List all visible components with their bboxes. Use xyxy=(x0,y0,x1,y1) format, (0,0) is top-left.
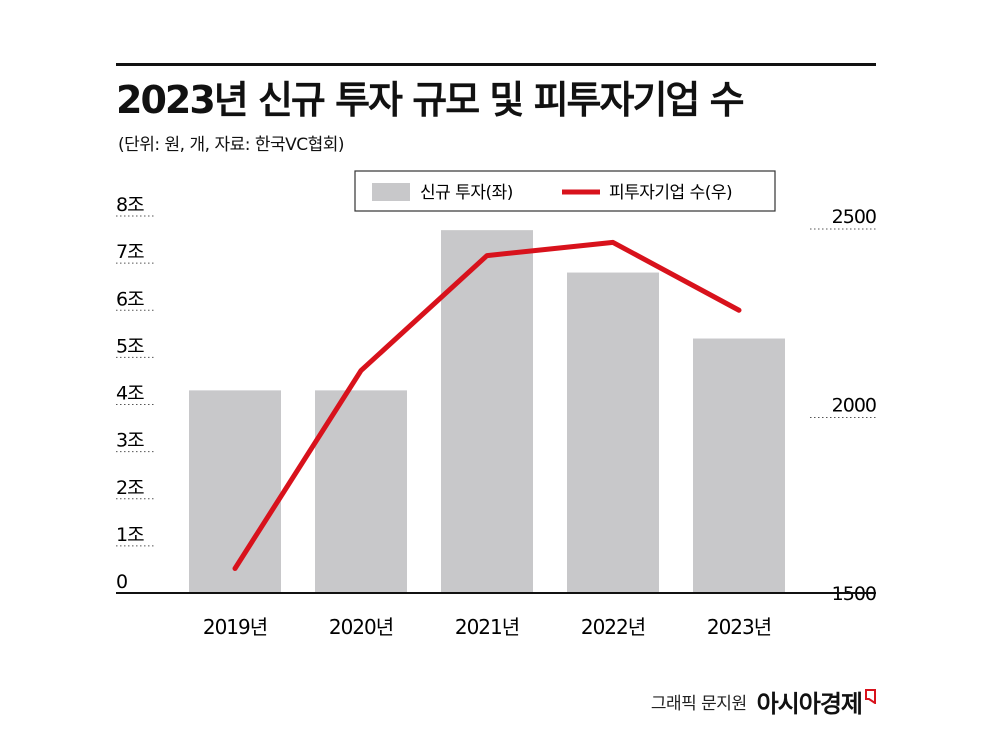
legend-label-line: 피투자기업 수(우) xyxy=(609,183,732,203)
top-rule xyxy=(116,63,876,66)
x-tick-label: 2022년 xyxy=(581,615,645,639)
bar-2021년 xyxy=(441,230,533,593)
left-axis: 0 1조 2조 3조 4조 5조 6조 7조 8조 xyxy=(116,194,156,593)
x-tick-label: 2021년 xyxy=(455,615,519,639)
left-tick-label: 1조 xyxy=(116,524,144,546)
left-tick-label: 0 xyxy=(116,571,127,593)
left-tick-label: 2조 xyxy=(116,477,144,499)
legend: 신규 투자(좌) 피투자기업 수(우) xyxy=(354,170,776,212)
right-tick-label: 2000 xyxy=(832,395,876,417)
left-tick-label: 7조 xyxy=(116,241,144,263)
left-tick-label: 3조 xyxy=(116,430,144,452)
brand-mark-icon xyxy=(865,689,876,704)
legend-bar-swatch xyxy=(372,183,410,201)
left-tick-label: 4조 xyxy=(116,383,144,405)
bars xyxy=(189,230,785,593)
x-tick-label: 2020년 xyxy=(329,615,393,639)
x-tick-label: 2023년 xyxy=(707,615,771,639)
line-series xyxy=(232,239,742,571)
left-tick-label: 8조 xyxy=(116,194,144,216)
bar-2022년 xyxy=(567,272,659,593)
chart-subtitle: (단위: 원, 개, 자료: 한국VC협회) xyxy=(118,135,345,155)
credit-text: 그래픽 문지원 xyxy=(650,694,747,714)
chart-title: 2023년 신규 투자 규모 및 피투자기업 수 xyxy=(116,78,745,122)
right-tick-label: 2500 xyxy=(832,206,876,228)
legend-label-bar: 신규 투자(좌) xyxy=(420,183,513,203)
x-axis-labels: 2019년 2020년 2021년 2022년 2023년 xyxy=(203,615,772,639)
x-tick-label: 2019년 xyxy=(203,615,267,639)
left-tick-label: 5조 xyxy=(116,335,144,357)
brand-logo-text: 아시아경제 xyxy=(756,690,863,718)
bar-2019년 xyxy=(189,390,281,593)
bar-2023년 xyxy=(693,338,785,593)
left-tick-label: 6조 xyxy=(116,288,144,310)
credit: 그래픽 문지원 아시아경제 xyxy=(651,684,876,719)
bar-2020년 xyxy=(315,390,407,593)
